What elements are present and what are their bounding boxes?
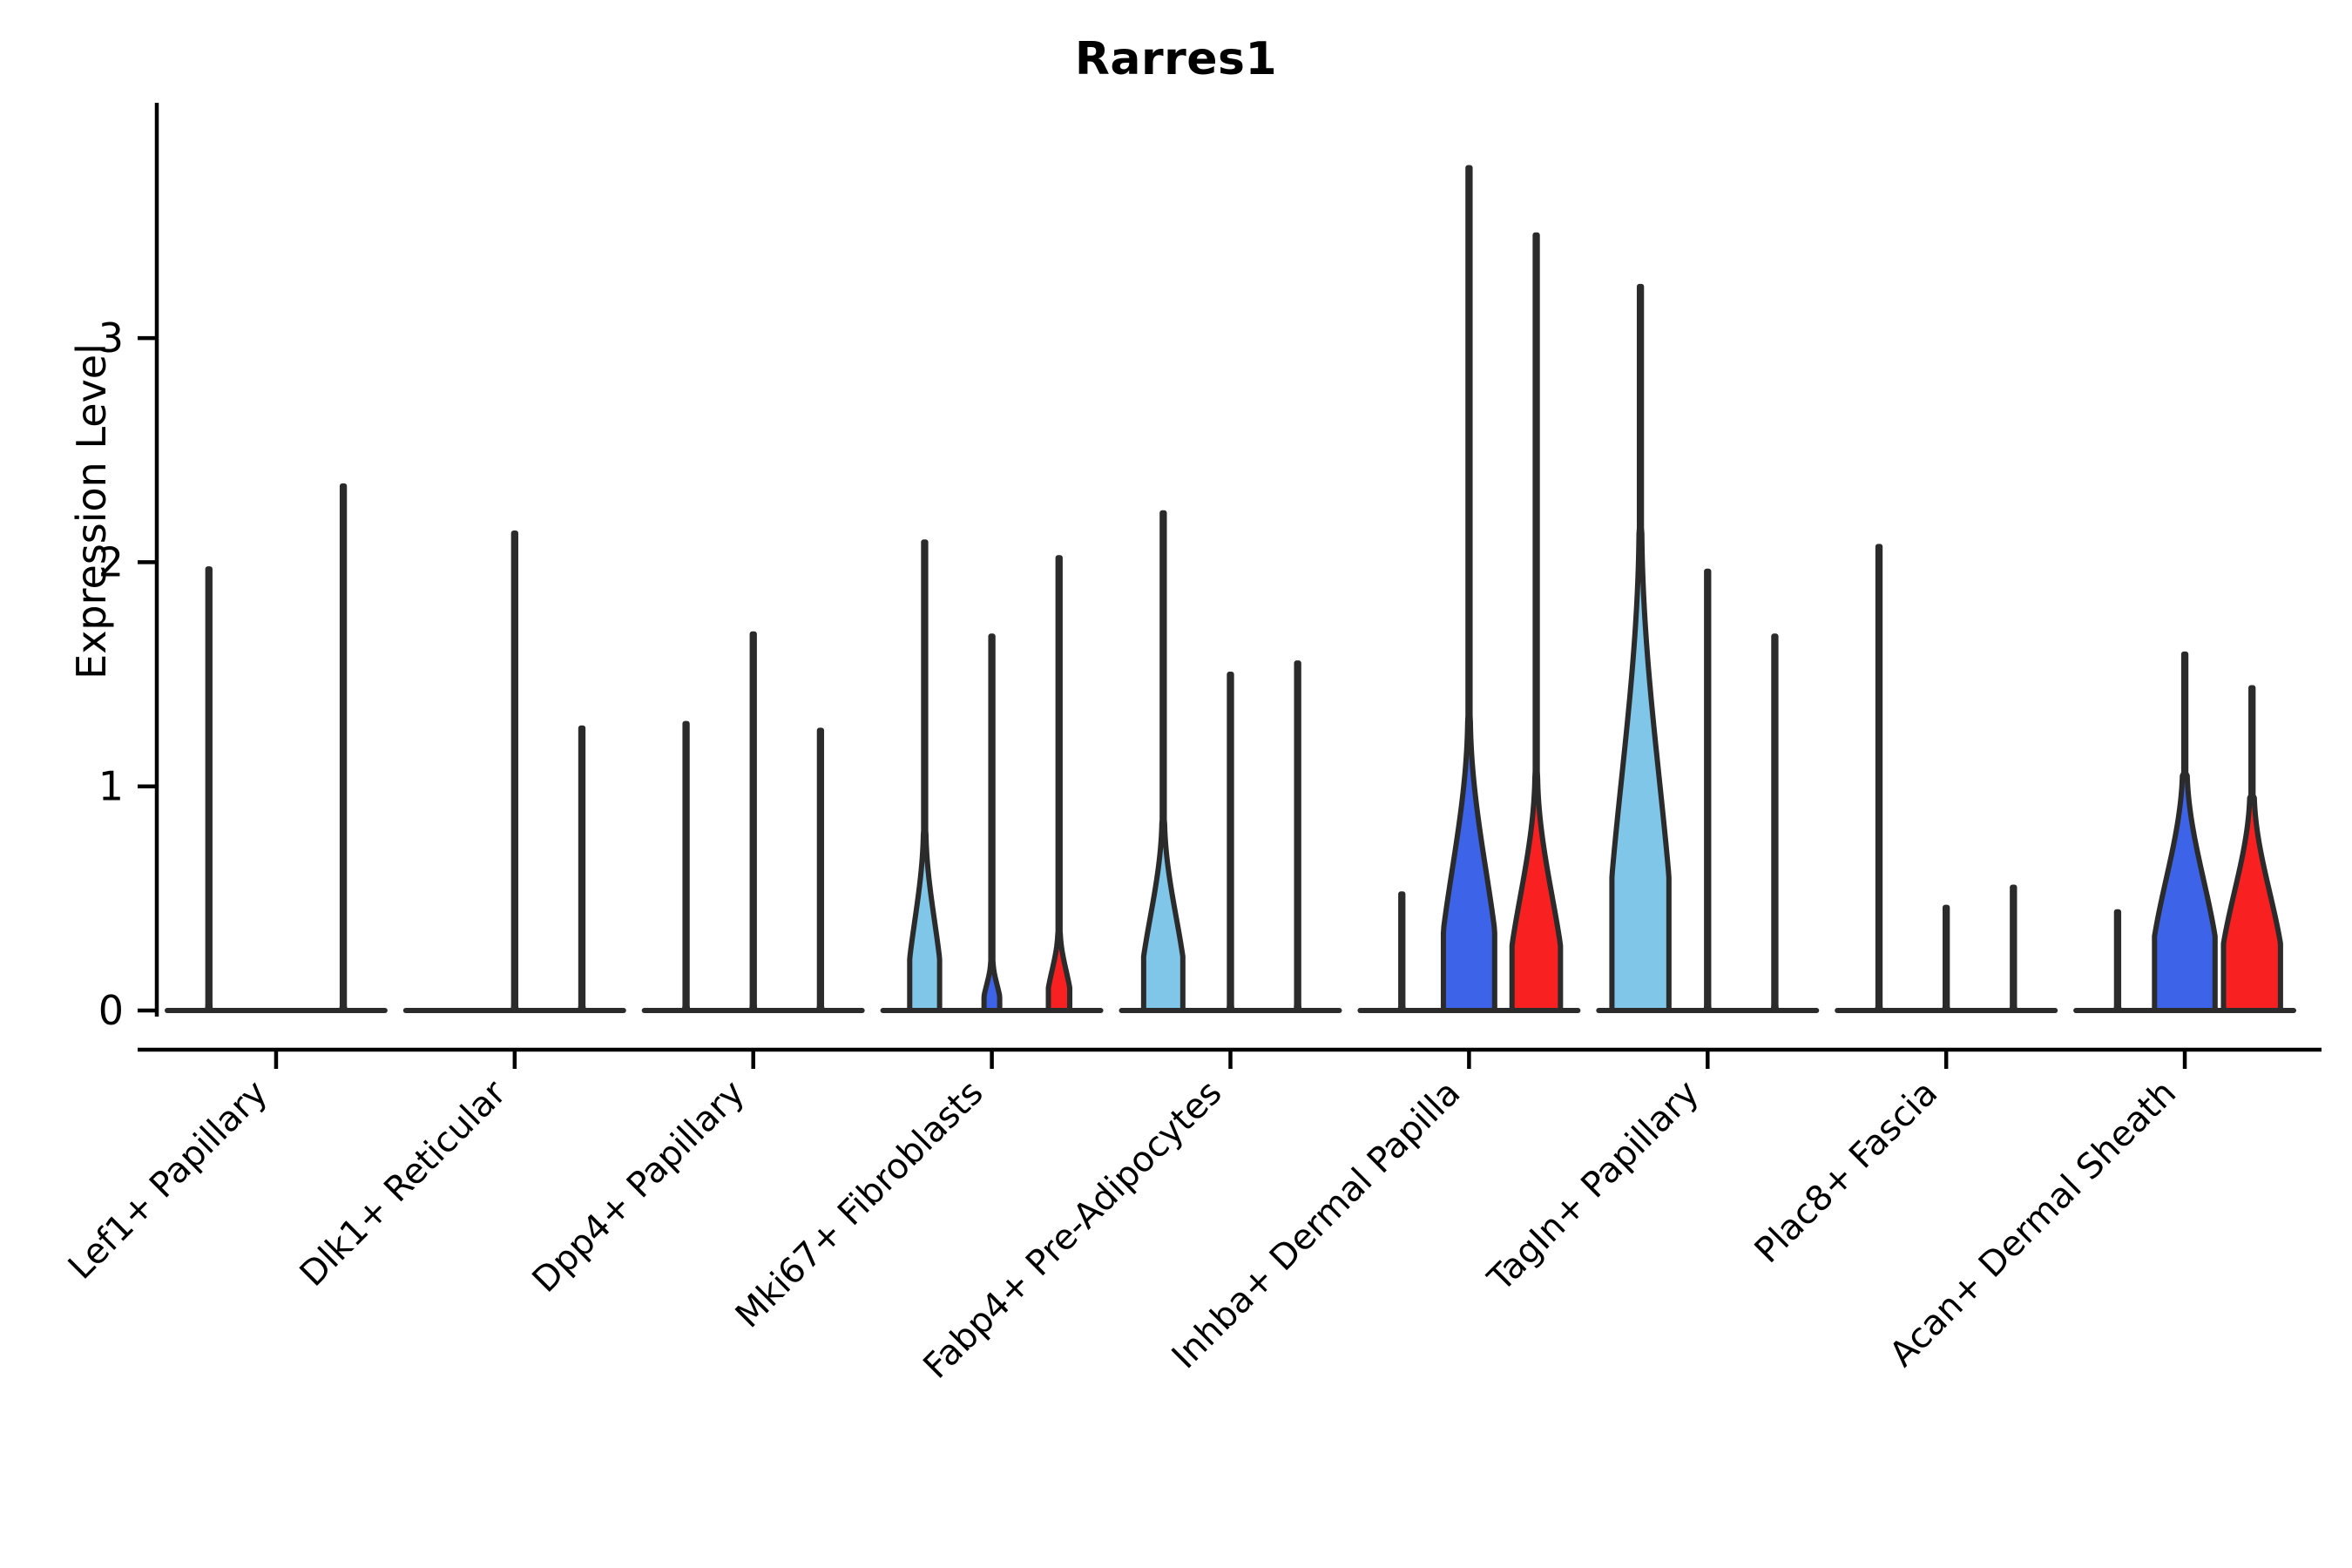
y-tick-label: 2 (98, 538, 124, 585)
x-tick-labels: Lef1+ Papillary Dlk1+ Reticular Dpp4+ Papi… (61, 1072, 2184, 1387)
violin-group (1875, 544, 2018, 1013)
y-tick-label: 0 (98, 987, 124, 1034)
violin-shape (510, 530, 519, 1013)
violin-group (907, 539, 1073, 1013)
violin-group (510, 530, 586, 1013)
violin-shape (681, 720, 691, 1013)
violin-group (204, 483, 348, 1013)
violin-shape (2112, 909, 2122, 1013)
violin-shape (1942, 904, 1951, 1013)
violin-shape (339, 483, 348, 1013)
violin-shape (1609, 283, 1672, 1013)
violin-shape (1509, 232, 1564, 1013)
violin-group (1609, 283, 1780, 1013)
x-tick-label: Plac8+ Fascia (1747, 1073, 1946, 1272)
page-title: Rarres1 (1074, 33, 1278, 85)
violin-shape (1770, 633, 1780, 1013)
violin-group (2112, 651, 2283, 1013)
axes-layer (138, 103, 2322, 1069)
x-tick-label: Dpp4+ Papillary (525, 1073, 753, 1301)
violin-shape (2220, 685, 2283, 1013)
x-tick-label: Dlk1+ Reticular (293, 1072, 515, 1294)
violin-shape (981, 633, 1003, 1013)
x-tick-label: TagIn+ Papillary (1480, 1073, 1707, 1300)
violin-shape (204, 566, 213, 1013)
violin-shape (1875, 544, 1883, 1013)
violin-shape (1140, 510, 1186, 1013)
violin-shape (1045, 555, 1073, 1013)
y-tick-label: 3 (98, 314, 124, 362)
x-tick-label: Mki67+ Fibroblasts (728, 1073, 991, 1336)
violin-shape (2152, 651, 2218, 1013)
violin-shape (1703, 568, 1713, 1013)
violin-shape (1397, 891, 1407, 1013)
x-tick-label: Lef1+ Papillary (61, 1073, 275, 1288)
y-tick-labels: 0 1 2 3 (98, 314, 124, 1034)
violin-shape (1293, 660, 1302, 1013)
violin-shape (578, 725, 586, 1013)
violin-shape (907, 539, 943, 1013)
y-tick-label: 1 (98, 763, 124, 810)
violin-group (1140, 510, 1302, 1013)
violin-shape (2009, 884, 2018, 1013)
violins-layer (165, 165, 2296, 1013)
violin-shape (815, 727, 825, 1013)
violin-shape (748, 631, 758, 1013)
violin-group (681, 631, 825, 1013)
violin-group (1397, 165, 1564, 1013)
violin-shape (1440, 165, 1497, 1013)
violin-shape (1226, 672, 1235, 1013)
